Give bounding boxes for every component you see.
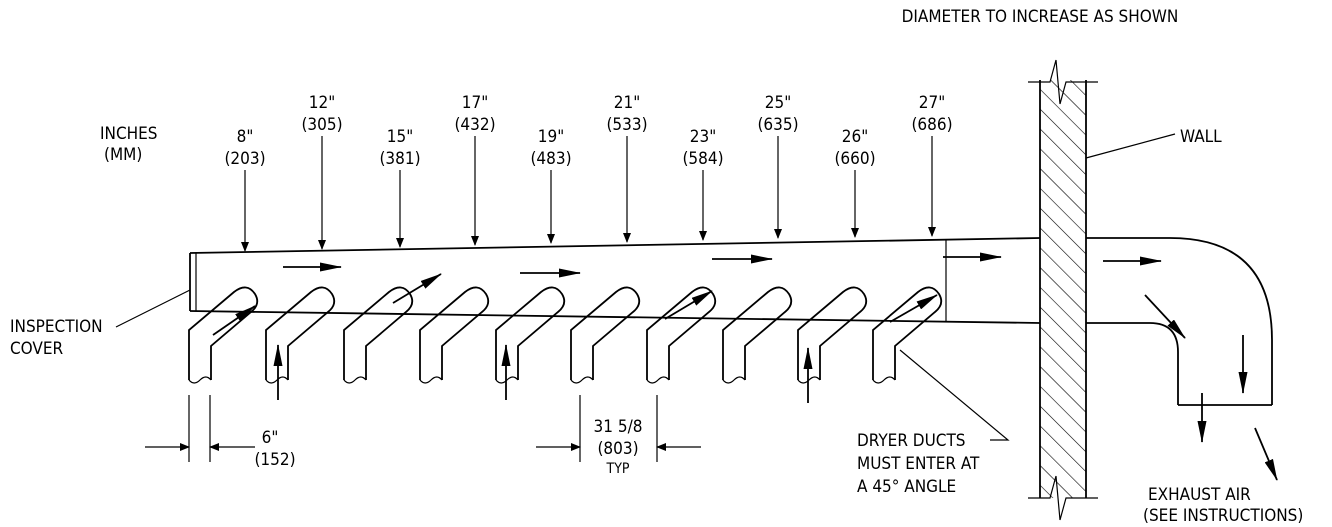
diameter-mm-label: (660) xyxy=(834,149,875,169)
diameter-mm-label: (686) xyxy=(911,115,952,135)
duct-break-mark xyxy=(872,376,896,384)
diameter-mm-label: (305) xyxy=(301,115,342,135)
dryer-duct-stub xyxy=(797,286,868,380)
diameter-mm-label: (483) xyxy=(530,149,571,169)
dryer-duct-stub xyxy=(872,286,943,380)
diameter-mm-label: (635) xyxy=(757,115,798,135)
diagram-title: DIAMETER TO INCREASE AS SHOWN xyxy=(902,7,1179,27)
diameter-inches-label: 21" xyxy=(614,93,641,113)
exhaust-arrow xyxy=(1254,427,1278,481)
diameter-inches-label: 27" xyxy=(919,93,946,113)
dryer-duct-stub xyxy=(265,286,336,380)
flow-arrow-diagonal xyxy=(392,273,442,304)
duct-diameter-dimension: 6" (152) xyxy=(145,395,296,470)
exhaust-label-line1: EXHAUST AIR xyxy=(1148,485,1251,505)
diameter-labels: 8"(203) 12"(305) 15"(381) 17"(432) 19"(483) 2… xyxy=(224,93,953,252)
diameter-mm-label: (584) xyxy=(682,149,723,169)
diameter-inches-label: 8" xyxy=(237,127,254,147)
dryer-duct-stubs xyxy=(188,286,943,384)
diameter-inches-label: 26" xyxy=(842,127,869,147)
flow-arrow-diagonal xyxy=(889,294,938,323)
diameter-inches-label: 23" xyxy=(690,127,717,147)
dryer-duct-stub xyxy=(722,286,793,380)
flow-arrows xyxy=(212,252,1162,403)
inspection-leader-line xyxy=(115,289,191,328)
dryer-duct-stub xyxy=(495,286,566,380)
diameter-inches-label: 15" xyxy=(387,127,414,147)
main-duct xyxy=(189,237,1041,324)
exhaust-arrow xyxy=(1144,294,1186,339)
dryer-note-line3: A 45° ANGLE xyxy=(857,477,956,497)
duct-break-mark xyxy=(797,376,821,384)
dryer-note-leader xyxy=(899,349,1010,441)
diameter-mm-label: (203) xyxy=(224,149,265,169)
duct-break-mark xyxy=(265,376,289,384)
wall xyxy=(1028,59,1098,521)
dryer-note-line1: DRYER DUCTS xyxy=(857,431,966,451)
dryer-duct-stub xyxy=(188,286,259,380)
wall-leader-line xyxy=(1085,133,1176,159)
diameter-inches-label: 25" xyxy=(765,93,792,113)
dryer-note-line2: MUST ENTER AT xyxy=(857,454,980,474)
dim-spacing-typ: TYP xyxy=(606,461,630,477)
dim-6-in: 6" xyxy=(262,428,279,448)
diameter-mm-label: (381) xyxy=(379,149,420,169)
diameter-inches-label: 19" xyxy=(538,127,565,147)
units-label-mm: (MM) xyxy=(104,145,142,165)
dryer-duct-stub xyxy=(419,286,490,380)
dryer-duct-stub xyxy=(343,286,414,380)
diameter-inches-label: 12" xyxy=(309,93,336,113)
exhaust-elbow xyxy=(1086,237,1278,481)
diameter-mm-label: (432) xyxy=(454,115,495,135)
wall-label: WALL xyxy=(1180,127,1222,147)
duct-break-mark xyxy=(419,376,443,384)
dim-6-mm: (152) xyxy=(254,450,295,470)
duct-spacing-dimension: 31 5/8 (803) TYP xyxy=(536,395,701,477)
dryer-duct-stub xyxy=(570,286,641,380)
diameter-inches-label: 17" xyxy=(462,93,489,113)
duct-break-mark xyxy=(343,376,367,384)
duct-break-mark xyxy=(188,376,212,384)
flow-arrow-diagonal xyxy=(664,290,713,320)
duct-break-mark xyxy=(722,376,746,384)
inspection-label-line1: INSPECTION xyxy=(10,317,103,337)
duct-break-mark xyxy=(495,376,519,384)
dim-spacing-mm: (803) xyxy=(597,439,638,459)
duct-break-mark xyxy=(646,376,670,384)
exhaust-label-line2: (SEE INSTRUCTIONS) xyxy=(1143,506,1303,526)
inspection-label-line2: COVER xyxy=(10,339,64,359)
dim-spacing-in: 31 5/8 xyxy=(594,417,643,437)
diameter-mm-label: (533) xyxy=(606,115,647,135)
units-label-inches: INCHES xyxy=(100,124,158,144)
dryer-duct-stub xyxy=(646,286,717,380)
duct-break-mark xyxy=(570,376,594,384)
flow-arrow-diagonal xyxy=(212,305,256,336)
